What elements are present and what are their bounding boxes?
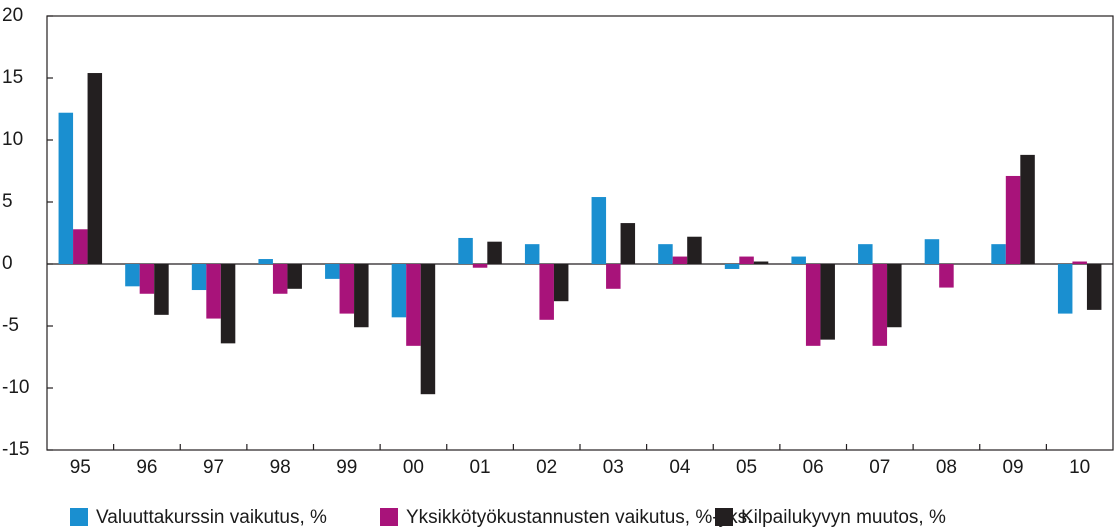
x-tick-label: 02	[536, 457, 557, 478]
y-tick-label: 5	[2, 191, 13, 212]
bar	[487, 241, 502, 264]
x-tick-label: 01	[469, 457, 490, 478]
bar	[87, 73, 103, 264]
bar	[805, 264, 821, 346]
bar	[139, 264, 155, 294]
bar	[1005, 175, 1021, 264]
bar	[991, 244, 1006, 264]
y-tick-label: 20	[2, 5, 23, 26]
bar	[458, 237, 473, 264]
bar	[820, 264, 835, 340]
x-tick-label: 08	[936, 457, 957, 478]
bar	[1057, 264, 1073, 314]
bar	[553, 264, 569, 302]
bar	[1020, 154, 1035, 264]
bar	[672, 256, 688, 264]
bar	[620, 223, 636, 264]
bar	[354, 264, 369, 328]
bar	[924, 239, 940, 264]
y-tick-label: -10	[2, 377, 29, 398]
bar	[325, 264, 340, 279]
bar	[287, 264, 302, 289]
bar	[687, 236, 702, 264]
bar	[606, 264, 621, 289]
bar	[887, 264, 902, 328]
bar	[791, 256, 806, 264]
legend-swatch	[715, 508, 733, 526]
bar	[539, 264, 554, 320]
bar	[258, 259, 273, 264]
bar	[420, 264, 436, 395]
legend-swatch	[380, 508, 398, 526]
bar	[391, 264, 407, 318]
bar	[753, 261, 769, 264]
legend-label: Yksikkötyökustannusten vaikutus, %-yks.	[406, 507, 752, 528]
legend-label: Kilpailukyvyn muutos, %	[741, 507, 946, 528]
y-tick-label: 10	[2, 129, 23, 150]
y-tick-label: -15	[2, 439, 29, 460]
y-tick-label: -5	[2, 315, 19, 336]
x-tick-label: 10	[1069, 457, 1090, 478]
x-tick-label: 03	[603, 457, 624, 478]
bar	[472, 264, 488, 268]
bar	[73, 229, 88, 264]
bar	[939, 264, 954, 288]
y-tick-label: 15	[2, 67, 23, 88]
bar	[272, 264, 288, 294]
bar	[658, 244, 673, 264]
x-tick-label: 95	[70, 457, 91, 478]
bar	[1072, 261, 1087, 264]
bar	[1086, 264, 1102, 310]
bar	[125, 264, 140, 287]
x-tick-label: 06	[803, 457, 824, 478]
x-tick-label: 98	[270, 457, 291, 478]
legend-swatch	[70, 508, 88, 526]
x-tick-label: 04	[669, 457, 691, 478]
legend-label: Valuuttakurssin vaikutus, %	[96, 507, 327, 528]
x-tick-label: 97	[203, 457, 224, 478]
x-tick-label: 96	[136, 457, 157, 478]
x-tick-label: 05	[736, 457, 757, 478]
x-tick-label: 99	[336, 457, 357, 478]
bar	[406, 264, 421, 346]
bar	[858, 244, 873, 264]
bar	[58, 112, 74, 264]
bar	[154, 264, 169, 315]
bar	[739, 256, 754, 264]
bar	[191, 264, 207, 291]
bar	[872, 264, 888, 346]
x-tick-label: 07	[869, 457, 890, 478]
bar	[220, 264, 236, 344]
bar	[524, 244, 540, 264]
bar	[591, 197, 607, 264]
bar	[339, 264, 355, 314]
plot-frame	[46, 15, 1114, 451]
bar	[724, 264, 740, 269]
x-tick-label: 09	[1002, 457, 1023, 478]
y-tick-label: 0	[2, 253, 13, 274]
bar	[206, 264, 221, 319]
x-tick-label: 00	[403, 457, 424, 478]
